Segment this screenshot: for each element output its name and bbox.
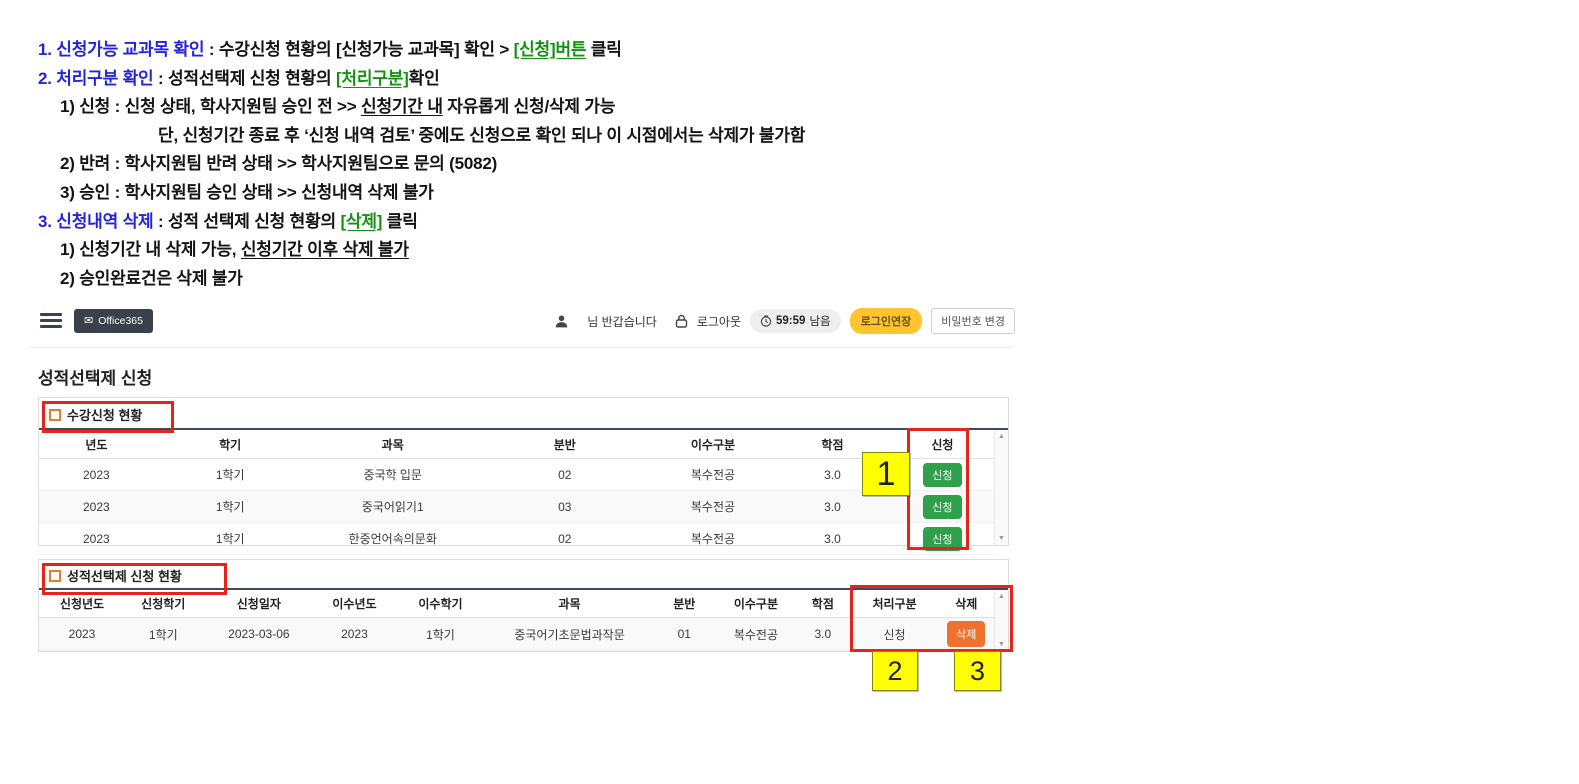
- table-row: 2023 1학기 중국학 입문 02 복수전공 3.0 신청: [39, 458, 995, 491]
- instruction-line-9: 2) 승인완료건은 삭제 불가: [60, 268, 243, 288]
- top-navbar: ✉ Office365 님 반갑습니다 로그아웃 59:59 남음 로그인연장 …: [0, 304, 1020, 342]
- apply-button[interactable]: 신청: [923, 526, 962, 551]
- apply-button[interactable]: 신청: [923, 462, 962, 487]
- status-column-reference-link: [처리구분]: [335, 68, 409, 88]
- instruction-step-title: 3. 신청내역 삭제: [38, 211, 154, 231]
- column-header-section: 분반: [650, 590, 718, 618]
- table-scrollbar[interactable]: ▲ ▼: [994, 590, 1008, 651]
- timer-value: 59:59: [776, 315, 806, 327]
- table-row: 2023 1학기 중국어읽기1 03 복수전공 3.0 신청: [39, 490, 995, 523]
- topbar-user-area: 님 반갑습니다 로그아웃 59:59 남음 로그인연장 비밀번호 변경: [555, 308, 1015, 334]
- clock-icon: [760, 315, 772, 327]
- column-header-course: 과목: [488, 590, 651, 618]
- application-table: 신청년도 신청학기 신청일자 이수년도 이수학기 과목 분반 이수구분 학점 처…: [39, 590, 995, 651]
- instruction-step-title: 1. 신청가능 교과목 확인: [38, 40, 205, 59]
- column-header-type: 이수구분: [650, 430, 776, 459]
- application-status-panel: 성적선택제 신청 현황 신청년도 신청학기 신청일자 이수년도 이수학기 과목 …: [38, 559, 1009, 652]
- instruction-line-4: 단, 신청기간 종료 후 ‘신청 내역 검토’ 중에도 신청으로 확인 되나 이…: [158, 125, 806, 145]
- apply-button-reference-link: [신청]버튼: [513, 40, 587, 59]
- instruction-line-7: 3. 신청내역 삭제 : 성적 선택제 신청 현황의 [삭제] 클릭: [38, 211, 418, 231]
- column-header-status: 처리구분: [851, 590, 938, 618]
- greeting-text: 님 반갑습니다: [587, 314, 657, 329]
- orange-square-icon: [49, 408, 61, 421]
- column-header-course: 과목: [306, 430, 479, 459]
- instruction-step-title: 2. 처리구분 확인: [38, 68, 154, 88]
- menu-icon[interactable]: [40, 313, 62, 329]
- table-row: 2023 1학기 2023-03-06 2023 1학기 중국어기초문법과작문 …: [39, 617, 995, 651]
- table-row: 2023 1학기 한중언어속의문화 02 복수전공 3.0 신청: [39, 522, 995, 555]
- user-icon: [554, 314, 569, 329]
- column-header-section: 분반: [478, 430, 651, 459]
- delete-button-reference-link: [삭제]: [340, 211, 383, 231]
- orange-square-icon: [49, 569, 61, 582]
- course-table: 년도 학기 과목 분반 이수구분 학점 신청 2023 1학기 중국학 입문 0: [39, 430, 995, 555]
- scroll-up-icon[interactable]: ▲: [998, 433, 1005, 440]
- divider: [30, 347, 1012, 348]
- lock-icon: [675, 314, 688, 328]
- extend-login-button[interactable]: 로그인연장: [849, 308, 923, 334]
- column-header-take-semester: 이수학기: [392, 590, 489, 618]
- column-header-apply-semester: 신청학기: [125, 590, 202, 618]
- mail-icon: ✉: [84, 314, 94, 327]
- column-header-credits: 학점: [794, 590, 852, 618]
- status-value: 신청: [851, 617, 938, 651]
- page-title: 성적선택제 신청: [38, 369, 153, 388]
- course-status-section-label: 수강신청 현황: [49, 405, 142, 424]
- scroll-up-icon[interactable]: ▲: [998, 593, 1005, 600]
- annotation-step-1-badge: 1: [862, 452, 910, 496]
- change-password-button[interactable]: 비밀번호 변경: [931, 308, 1015, 334]
- instruction-line-6: 3) 승인 : 학사지원팀 승인 상태 >> 신청내역 삭제 불가: [60, 182, 434, 202]
- annotation-step-3-badge: 3: [954, 651, 1001, 691]
- instruction-line-2: 2. 처리구분 확인 : 성적선택제 신청 현황의 [처리구분]확인: [38, 68, 440, 88]
- application-status-section-label: 성적선택제 신청 현황: [49, 566, 182, 585]
- table-header-row: 년도 학기 과목 분반 이수구분 학점 신청: [39, 430, 995, 459]
- apply-button[interactable]: 신청: [923, 494, 962, 519]
- column-header-semester: 학기: [153, 430, 307, 459]
- delete-button[interactable]: 삭제: [947, 621, 986, 647]
- column-header-year: 년도: [39, 430, 154, 459]
- table-scrollbar[interactable]: ▲ ▼: [994, 430, 1008, 545]
- table-top-rule: [39, 588, 1008, 590]
- column-header-apply-year: 신청년도: [39, 590, 126, 618]
- instruction-line-1: 1. 신청가능 교과목 확인 : 수강신청 현황의 [신청가능 교과목] 확인 …: [38, 40, 622, 59]
- scroll-down-icon[interactable]: ▼: [998, 535, 1005, 542]
- timer-suffix: 남음: [809, 316, 831, 328]
- instruction-line-5: 2) 반려 : 학사지원팀 반려 상태 >> 학사지원팀으로 문의 (5082): [60, 154, 498, 174]
- instruction-line-3: 1) 신청 : 신청 상태, 학사지원팀 승인 전 >> 신청기간 내 자유롭게…: [60, 97, 616, 117]
- instructions-block: 1. 신청가능 교과목 확인 : 수강신청 현황의 [신청가능 교과목] 확인 …: [38, 36, 1038, 293]
- table-header-row: 신청년도 신청학기 신청일자 이수년도 이수학기 과목 분반 이수구분 학점 처…: [39, 590, 995, 618]
- column-header-delete: 삭제: [937, 590, 995, 618]
- session-timer: 59:59 남음: [750, 309, 841, 333]
- logout-button[interactable]: 로그아웃: [696, 314, 742, 329]
- column-header-take-year: 이수년도: [316, 590, 393, 618]
- office365-label: Office365: [98, 315, 143, 327]
- scroll-down-icon[interactable]: ▼: [998, 641, 1005, 648]
- instruction-line-8: 1) 신청기간 내 삭제 가능, 신청기간 이후 삭제 불가: [60, 240, 409, 260]
- office365-button[interactable]: ✉ Office365: [74, 309, 153, 333]
- course-status-panel: 수강신청 현황 년도 학기 과목 분반 이수구분 학점 신청: [38, 397, 1009, 555]
- column-header-apply-date: 신청일자: [201, 590, 317, 618]
- table-top-rule: [39, 428, 1008, 430]
- column-header-type: 이수구분: [717, 590, 795, 618]
- annotation-step-2-badge: 2: [872, 651, 918, 691]
